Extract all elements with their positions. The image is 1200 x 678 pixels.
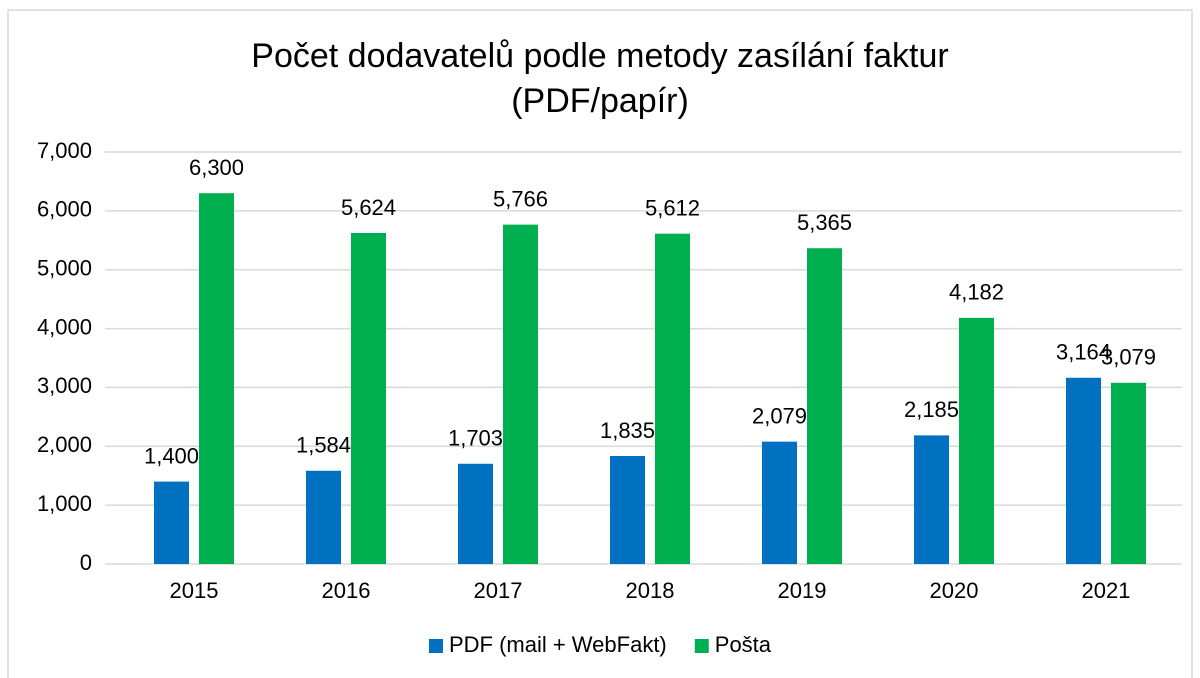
data-label: 1,835 — [600, 418, 655, 443]
legend-label: PDF (mail + WebFakt) — [449, 632, 667, 657]
data-label: 2,185 — [904, 397, 959, 422]
chart-title: (PDF/papír) — [511, 82, 689, 120]
data-label: 3,079 — [1101, 345, 1156, 370]
bar — [655, 233, 690, 564]
x-tick-label: 2016 — [322, 578, 371, 603]
bar — [199, 193, 234, 564]
data-label: 1,703 — [448, 426, 503, 451]
bar — [458, 463, 493, 564]
data-label: 5,612 — [645, 196, 700, 221]
y-tick-label: 0 — [80, 550, 92, 575]
x-tick-label: 2018 — [626, 578, 675, 603]
legend-swatch — [428, 639, 443, 653]
x-tick-label: 2015 — [170, 578, 219, 603]
data-label: 5,766 — [493, 186, 548, 211]
bar — [503, 224, 538, 565]
data-label: 1,400 — [144, 443, 199, 468]
x-tick-label: 2020 — [930, 578, 979, 603]
y-tick-label: 7,000 — [37, 138, 92, 163]
x-tick-label: 2017 — [474, 578, 523, 603]
data-label: 2,079 — [752, 403, 807, 428]
legend-label: Pošta — [715, 632, 772, 657]
bar — [959, 317, 994, 564]
bar — [762, 441, 797, 564]
bar — [807, 248, 842, 564]
bar — [1066, 377, 1101, 564]
y-tick-label: 6,000 — [37, 197, 92, 222]
chart-title: Počet dodavatelů podle metody zasílání f… — [251, 37, 948, 75]
data-label: 3,164 — [1056, 340, 1111, 365]
bar — [154, 481, 189, 564]
y-tick-label: 1,000 — [37, 491, 92, 516]
bar — [1111, 382, 1146, 564]
x-tick-label: 2021 — [1082, 578, 1131, 603]
bar — [351, 232, 386, 564]
legend-swatch — [694, 639, 709, 653]
data-label: 1,584 — [296, 433, 351, 458]
data-label: 4,182 — [949, 280, 1004, 305]
bar — [306, 470, 341, 564]
bar — [914, 435, 949, 564]
y-tick-label: 4,000 — [37, 314, 92, 339]
data-label: 5,624 — [341, 195, 396, 220]
x-tick-label: 2019 — [778, 578, 827, 603]
data-label: 6,300 — [189, 155, 244, 180]
y-tick-label: 5,000 — [37, 256, 92, 281]
data-label: 5,365 — [797, 210, 852, 235]
y-tick-label: 2,000 — [37, 432, 92, 457]
bar — [610, 455, 645, 564]
y-tick-label: 3,000 — [37, 373, 92, 398]
